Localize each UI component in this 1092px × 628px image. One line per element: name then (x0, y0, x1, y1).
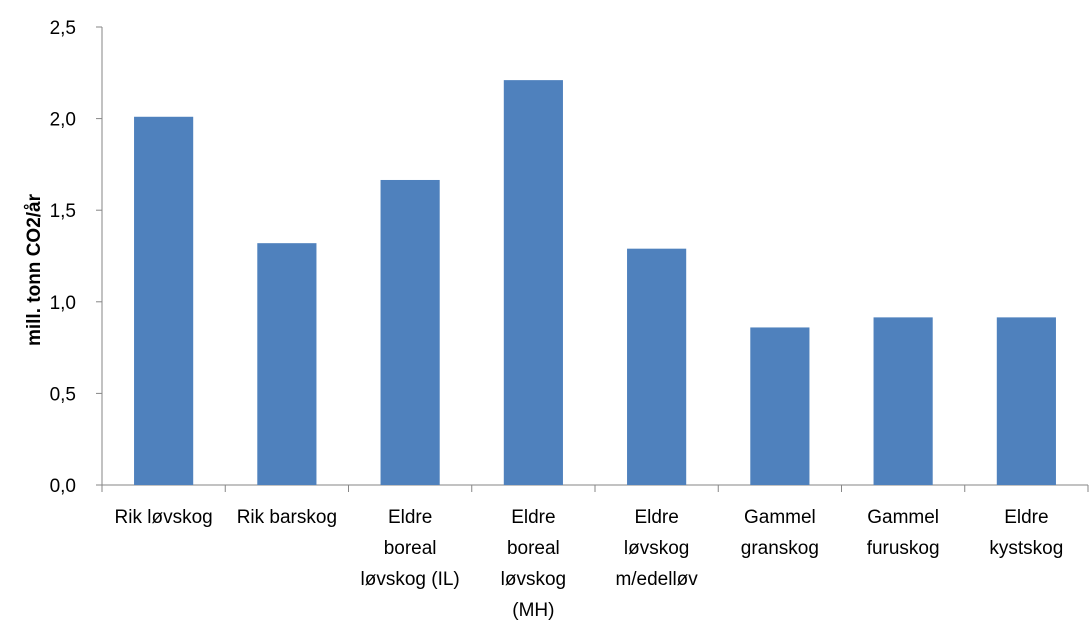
y-axis-title: mill. tonn CO2/år (24, 193, 45, 346)
y-tick-label: 1,0 (50, 293, 76, 314)
axes (96, 26, 1089, 492)
y-tick-label: 2,5 (50, 18, 76, 39)
bar (134, 116, 194, 485)
bar (503, 80, 563, 486)
x-tick-label: Gammel granskog (741, 507, 819, 559)
x-tick-label: Eldre boreal løvskog (IL) (361, 507, 460, 590)
bar (873, 317, 933, 485)
bar (257, 243, 317, 485)
x-tick-label: Eldre løvskog m/edelløv (615, 507, 698, 590)
bar (750, 327, 810, 485)
labels: 0,0 0,5 1,0 1,5 2,0 2,5 Rik løvskog Rik barskog… (50, 18, 1064, 621)
bars (134, 80, 1056, 486)
x-tick-label: Eldre kystskog (989, 507, 1063, 559)
x-tick-label: Eldre boreal løvskog (MH) (501, 507, 566, 621)
x-tick-label: Gammel furuskog (867, 507, 940, 559)
y-tick-label: 2,0 (50, 110, 76, 131)
x-tick-label: Rik løvskog (115, 507, 213, 528)
bar (996, 317, 1056, 485)
y-tick-label: 0,5 (50, 384, 76, 405)
bar (380, 179, 440, 486)
y-tick-label: 1,5 (50, 201, 76, 222)
x-tick-label: Rik barskog (237, 507, 337, 528)
y-tick-label: 0,0 (50, 476, 76, 497)
bar (627, 248, 687, 485)
y-axis-title-group: mill. tonn CO2/år (24, 193, 45, 346)
